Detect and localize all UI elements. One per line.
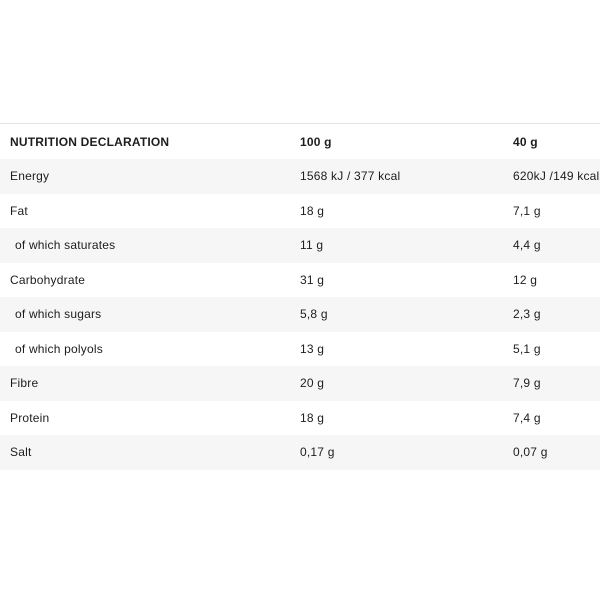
header-nutrient-column: NUTRITION DECLARATION xyxy=(10,134,170,149)
value-per-40g: 7,4 g xyxy=(513,410,541,425)
table-row-protein: Protein 18 g 7,4 g xyxy=(0,401,600,436)
table-header: NUTRITION DECLARATION 100 g 40 g xyxy=(0,124,600,160)
value-per-40g: 0,07 g xyxy=(513,445,548,460)
value-per-40g: 7,9 g xyxy=(513,376,541,391)
nutrient-label: Energy xyxy=(10,169,50,184)
table-row-energy: Energy 1568 kJ / 377 kcal 620kJ /149 kca… xyxy=(0,159,600,194)
table-row-sugars: of which sugars 5,8 g 2,3 g xyxy=(0,297,600,332)
value-per-100g: 11 g xyxy=(300,238,324,253)
nutrient-label: Fibre xyxy=(10,376,39,391)
value-per-40g: 12 g xyxy=(513,272,538,287)
value-per-100g: 18 g xyxy=(300,410,325,425)
value-per-100g: 13 g xyxy=(300,341,325,356)
value-per-100g: 5,8 g xyxy=(300,307,328,322)
value-per-40g: 620kJ /149 kcal xyxy=(513,169,600,184)
nutrient-label: Carbohydrate xyxy=(10,272,86,287)
nutrient-label: Salt xyxy=(10,445,32,460)
value-per-40g: 7,1 g xyxy=(513,203,541,218)
table-row-salt: Salt 0,17 g 0,07 g xyxy=(0,435,600,470)
header-row: NUTRITION DECLARATION 100 g 40 g xyxy=(0,124,600,160)
value-per-40g: 4,4 g xyxy=(513,238,541,253)
header-per-100g-column: 100 g xyxy=(300,134,332,149)
value-per-100g: 20 g xyxy=(300,376,325,391)
table-row-saturates: of which saturates 11 g 4,4 g xyxy=(0,228,600,263)
value-per-100g: 0,17 g xyxy=(300,445,335,460)
nutrient-label: of which polyols xyxy=(15,341,103,356)
value-per-100g: 1568 kJ / 377 kcal xyxy=(300,169,401,184)
table-row-fibre: Fibre 20 g 7,9 g xyxy=(0,366,600,401)
table-body: Energy 1568 kJ / 377 kcal 620kJ /149 kca… xyxy=(0,159,600,470)
value-per-40g: 5,1 g xyxy=(513,341,541,356)
table-row-fat: Fat 18 g 7,1 g xyxy=(0,194,600,229)
nutrition-declaration-table: NUTRITION DECLARATION 100 g 40 g Energy … xyxy=(0,123,600,470)
value-per-40g: 2,3 g xyxy=(513,307,541,322)
nutrient-label: Protein xyxy=(10,410,50,425)
table-row-polyols: of which polyols 13 g 5,1 g xyxy=(0,332,600,367)
header-per-40g-column: 40 g xyxy=(513,134,538,149)
value-per-100g: 18 g xyxy=(300,203,325,218)
nutrient-label: of which saturates xyxy=(15,238,116,253)
table-row-carbohydrate: Carbohydrate 31 g 12 g xyxy=(0,263,600,298)
nutrient-label: of which sugars xyxy=(15,307,102,322)
nutrient-label: Fat xyxy=(10,203,28,218)
value-per-100g: 31 g xyxy=(300,272,325,287)
